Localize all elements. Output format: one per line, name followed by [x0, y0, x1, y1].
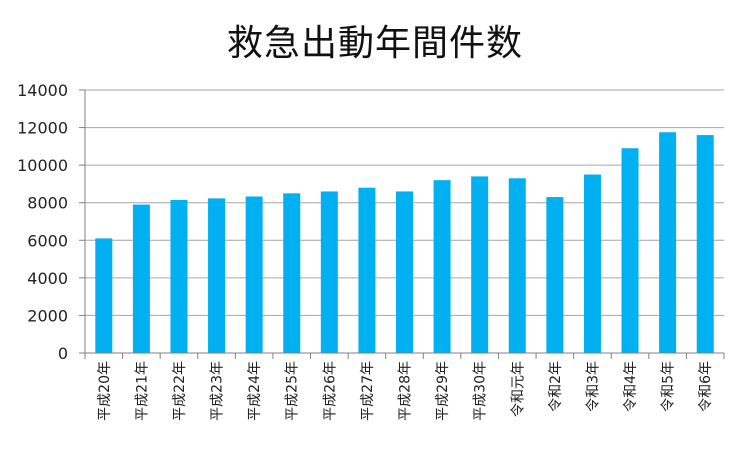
x-tick-label: 令和2年	[548, 361, 564, 412]
x-tick-label: 平成29年	[435, 361, 451, 421]
y-tick-label: 4000	[27, 269, 68, 288]
bar	[320, 191, 338, 353]
x-tick-label: 平成25年	[285, 361, 301, 421]
x-tick-label: 平成20年	[97, 361, 113, 421]
axes	[79, 89, 725, 359]
x-tick-label: 平成24年	[247, 361, 263, 421]
bar	[208, 198, 226, 353]
y-tick-label: 12000	[17, 119, 68, 138]
x-tick-label: 令和5年	[661, 361, 677, 412]
y-tick-label: 8000	[27, 194, 68, 213]
y-tick-label: 10000	[17, 156, 68, 175]
bars	[95, 132, 714, 353]
y-tick-label: 2000	[27, 306, 68, 325]
x-tick-label: 令和4年	[623, 361, 639, 412]
bar	[583, 174, 601, 353]
x-tick-label: 平成21年	[134, 361, 150, 421]
y-tick-label: 6000	[27, 231, 68, 250]
bar	[433, 180, 451, 353]
y-tick-labels: 0 2000 4000 6000 8000 10000 12000 14000	[17, 81, 68, 363]
x-tick-label: 平成30年	[473, 361, 489, 421]
x-tick-label: 平成26年	[322, 361, 338, 421]
x-tick-label: 令和元年	[510, 361, 526, 417]
bar	[546, 197, 564, 353]
x-tick-label: 令和3年	[585, 361, 601, 412]
bar	[132, 204, 150, 353]
bar	[170, 199, 188, 353]
bar	[95, 238, 113, 353]
bar	[659, 132, 677, 353]
bar	[358, 187, 376, 353]
bar	[396, 191, 413, 353]
x-tick-label: 平成22年	[172, 361, 188, 421]
x-tick-labels: 平成20年 平成21年 平成22年 平成23年 平成24年 平成25年 平成26年 平成27年…	[97, 361, 714, 421]
bar	[471, 176, 489, 353]
y-tick-label: 0	[58, 344, 68, 363]
x-tick-label: 平成27年	[360, 361, 376, 421]
bar	[508, 178, 526, 353]
bar	[245, 196, 263, 353]
bar	[696, 135, 714, 353]
bar	[283, 193, 301, 353]
x-tick-label: 令和6年	[698, 361, 714, 412]
x-tick-label: 平成28年	[398, 361, 414, 421]
chart-title: 救急出動年間件数	[226, 23, 523, 64]
y-tick-label: 14000	[17, 81, 68, 100]
x-tick-label: 平成23年	[210, 361, 226, 421]
bar	[621, 148, 639, 353]
